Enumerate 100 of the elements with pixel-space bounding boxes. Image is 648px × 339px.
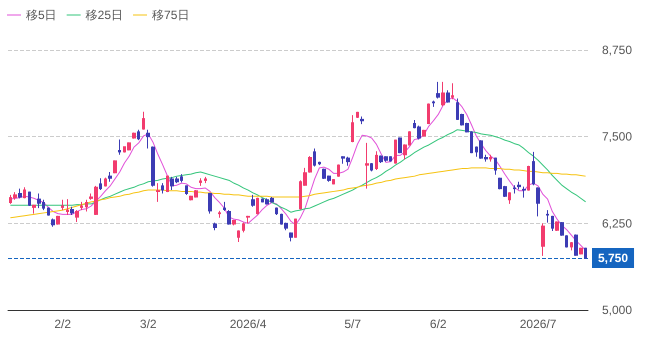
candlestick: [251, 194, 255, 208]
candlestick: [318, 161, 321, 166]
candlestick: [166, 174, 169, 193]
line-series: [10, 97, 586, 251]
candlestick: [85, 199, 88, 212]
candlestick: [37, 193, 41, 209]
candlestick: [536, 186, 540, 217]
y-tick-label: 7,500: [602, 130, 632, 144]
x-tick-label: 2/2: [54, 317, 72, 331]
y-tick-label: 6,250: [602, 216, 632, 230]
candlestick: [494, 156, 497, 176]
x-tick-label: 2026/7: [520, 317, 557, 331]
candlestick: [80, 201, 83, 211]
candlestick: [332, 178, 335, 186]
candlestick: [394, 138, 397, 164]
candlestick: [360, 116, 364, 125]
candlestick: [127, 142, 131, 152]
candlestick: [313, 148, 316, 167]
candlestick: [289, 232, 293, 242]
candlestick: [574, 234, 578, 256]
candlestick: [47, 206, 50, 216]
line-series: [10, 129, 586, 213]
candlestick: [555, 220, 559, 232]
candlestick: [118, 138, 121, 156]
candlestick: [570, 242, 573, 251]
candlestick: [199, 178, 202, 186]
candlestick: [422, 129, 426, 138]
candlestick: [223, 201, 226, 212]
candlestick: [517, 181, 521, 190]
candlestick: [370, 162, 373, 172]
candlestick: [242, 222, 245, 233]
x-tick-label: 3/2: [140, 317, 157, 331]
candlestick: [427, 102, 430, 125]
candlestick: [560, 221, 564, 236]
candlestick: [32, 204, 36, 214]
candlestick: [213, 222, 217, 231]
candlestick: [227, 210, 231, 226]
candlestick: [508, 192, 511, 204]
candlestick: [23, 186, 26, 199]
candlestick: [246, 215, 250, 224]
candlestick: [70, 206, 74, 216]
candlestick: [13, 192, 17, 200]
candlestick: [541, 222, 545, 256]
candlestick: [275, 206, 278, 216]
legend-label: 移25日: [86, 8, 124, 22]
y-tick-label: 5,000: [602, 303, 632, 317]
candlestick: [75, 210, 79, 222]
legend-label: 移5日: [26, 8, 57, 22]
candlestick: [66, 198, 69, 216]
candlestick: [579, 247, 583, 256]
candlestick: [337, 164, 340, 178]
candlestick: [441, 81, 445, 107]
candlestick: [398, 136, 402, 154]
x-tick-label: 6/2: [430, 317, 447, 331]
candlestick: [185, 184, 188, 196]
candlestick: [18, 188, 22, 199]
candlestick: [146, 129, 150, 149]
candlestick: [584, 247, 587, 260]
ref-line-label: 5,750: [598, 251, 628, 265]
candlestick: [565, 234, 568, 248]
candlestick: [446, 90, 450, 104]
candlestick: [137, 129, 140, 141]
candlestick: [132, 132, 136, 140]
candlestick: [108, 172, 112, 182]
candlestick: [436, 81, 440, 100]
candlestick: [432, 100, 435, 108]
candlestick: [99, 178, 102, 191]
candlestick: [356, 111, 359, 118]
candlestick: [365, 142, 369, 190]
y-tick-label: 8,750: [602, 43, 632, 57]
candlestick: [51, 218, 55, 228]
candlestick: [161, 182, 164, 194]
candlestick: [208, 192, 212, 214]
x-tick-label: 2026/4: [230, 317, 267, 331]
candlestick: [104, 177, 107, 188]
x-tick-label: 5/7: [344, 317, 362, 331]
candlestick: [489, 154, 492, 162]
candlestick: [527, 165, 530, 192]
candlestick: [56, 215, 60, 226]
candlestick: [513, 184, 516, 194]
candlestick: [375, 150, 378, 170]
candlestick: [294, 218, 297, 238]
candlestick: [451, 82, 454, 100]
candlestick: [551, 215, 554, 232]
line-series: [10, 167, 586, 218]
candlestick: [546, 210, 549, 224]
candlestick: [113, 160, 117, 174]
candlestick: [522, 186, 526, 198]
candlestick: [351, 114, 354, 143]
legend-label: 移75日: [152, 8, 190, 22]
candlestick: [61, 199, 64, 211]
candlestick: [218, 210, 221, 218]
candlestick: [237, 230, 240, 243]
candlestick: [256, 197, 259, 215]
candlestick: [142, 111, 145, 130]
candlestick: [156, 182, 160, 202]
candlestick: [232, 219, 236, 226]
candlestick: [28, 190, 31, 206]
candlestick: [532, 151, 535, 186]
candlestick: [204, 176, 207, 184]
